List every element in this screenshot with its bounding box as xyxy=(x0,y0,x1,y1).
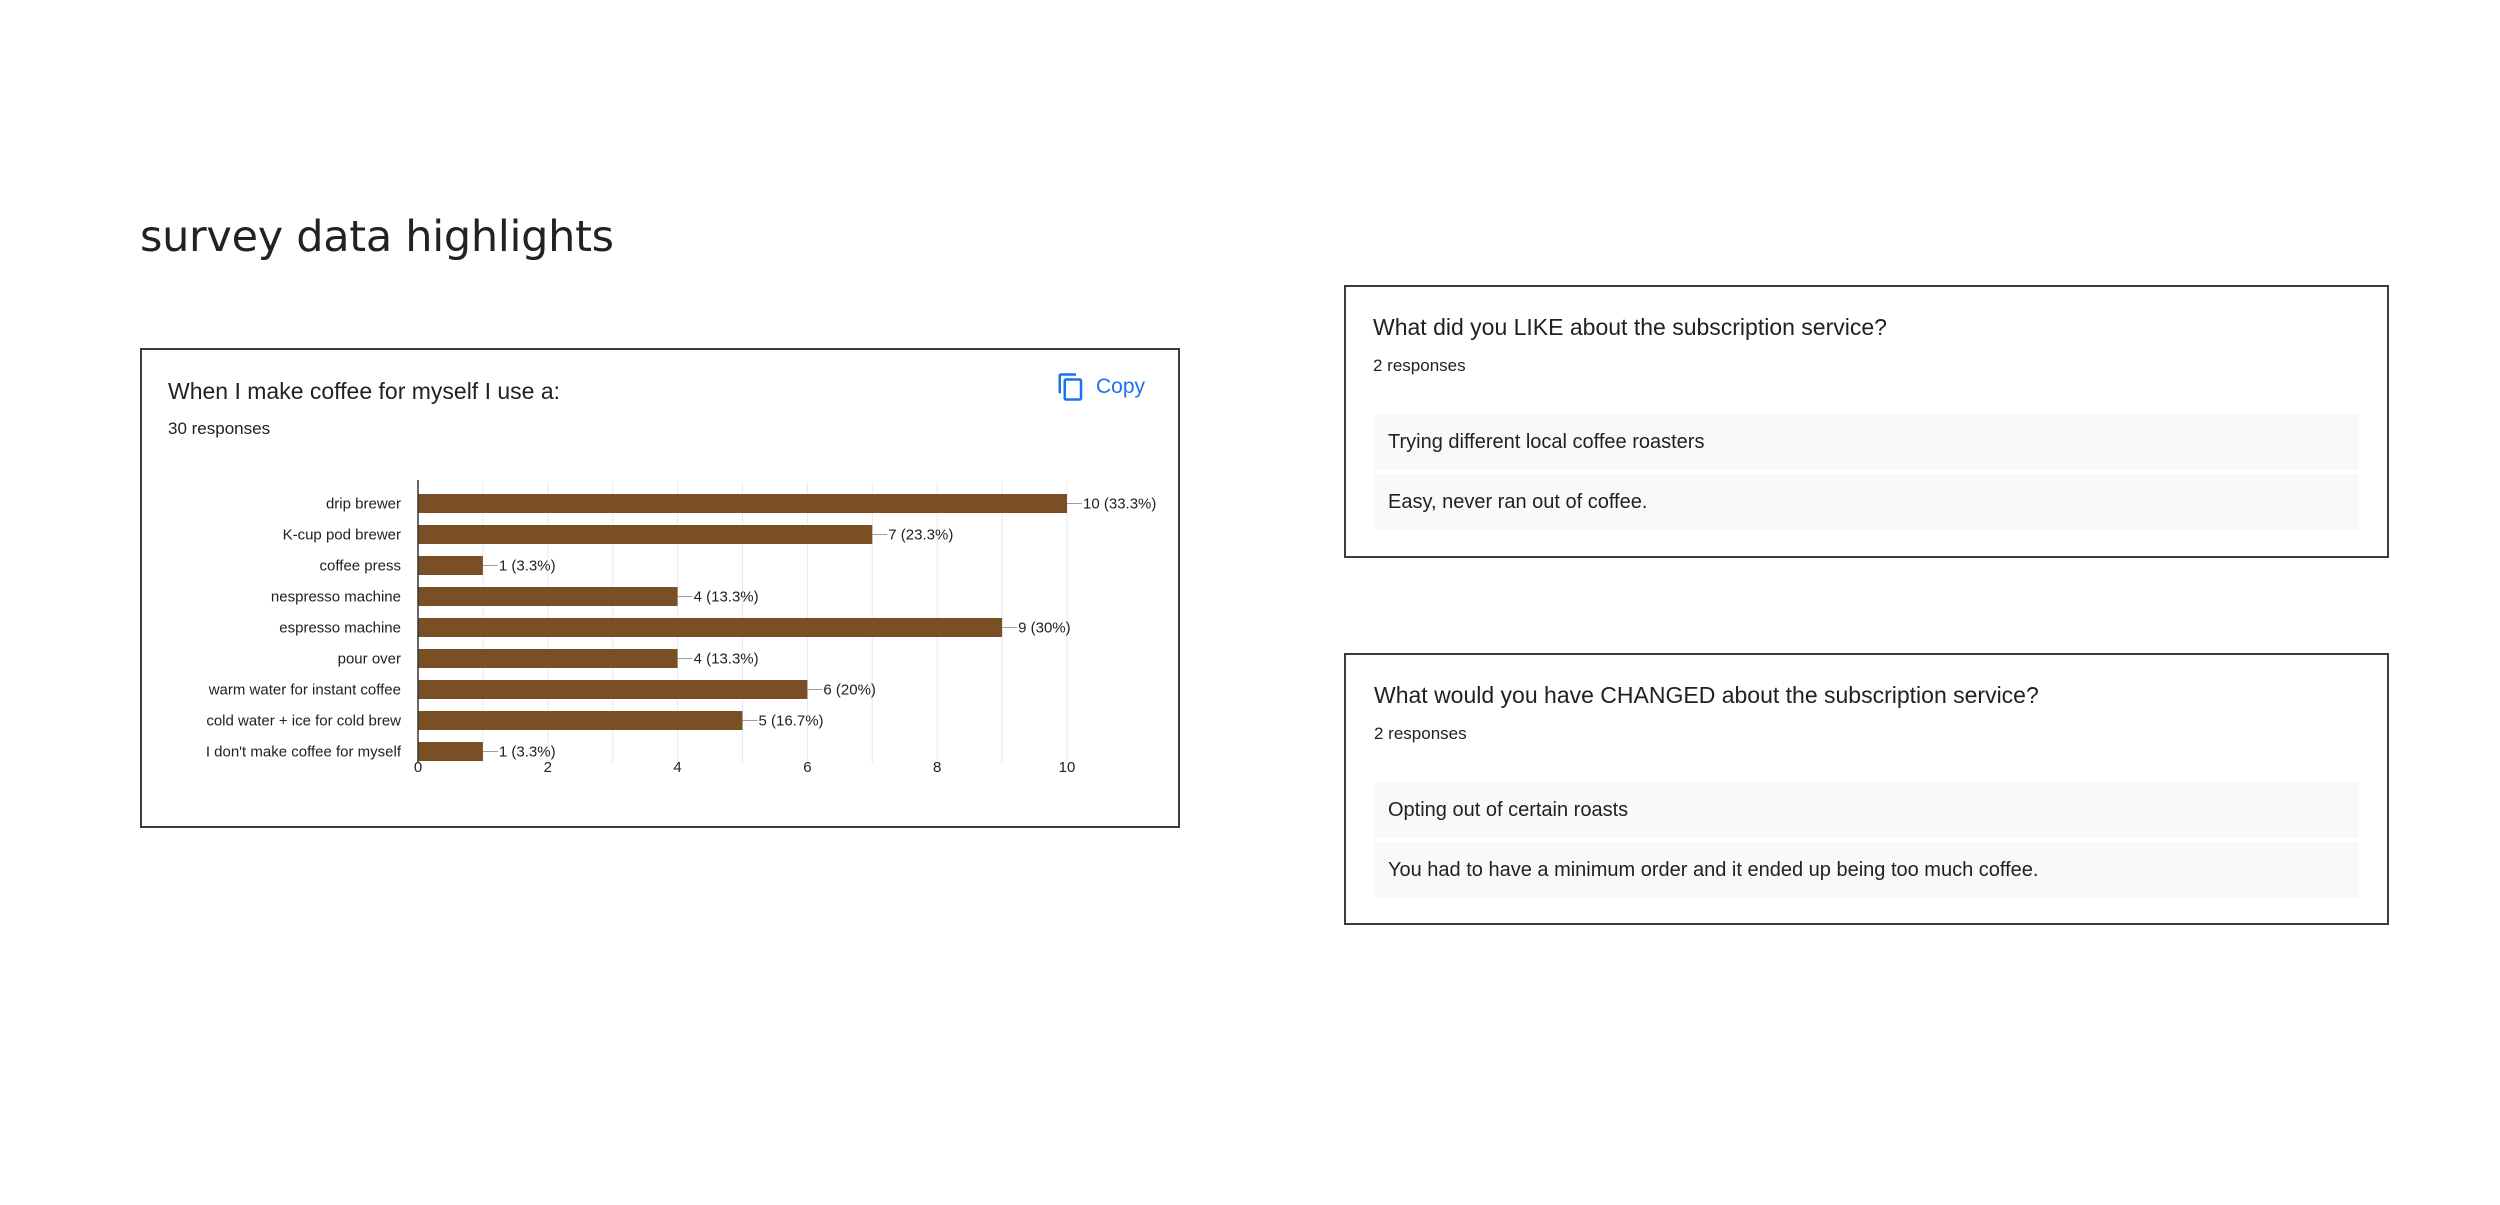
bar xyxy=(418,711,743,730)
data-label: 5 (16.7%) xyxy=(759,713,824,730)
category-label: coffee press xyxy=(320,558,401,575)
like-answer: Easy, never ran out of coffee. xyxy=(1374,474,2359,530)
category-label: warm water for instant coffee xyxy=(208,682,401,699)
changed-answer: Opting out of certain roasts xyxy=(1374,782,2359,838)
changed-question: What would you have CHANGED about the su… xyxy=(1374,682,2039,708)
bar xyxy=(418,494,1067,513)
chart-response-count: 30 responses xyxy=(168,419,271,438)
category-label: espresso machine xyxy=(279,620,401,637)
category-label: I don't make coffee for myself xyxy=(206,744,402,761)
x-tick-label: 6 xyxy=(803,759,811,776)
bar xyxy=(418,618,1003,637)
like-answer: Trying different local coffee roasters xyxy=(1374,414,2359,470)
data-label: 4 (13.3%) xyxy=(694,589,759,606)
chart-card: When I make coffee for myself I use a: 3… xyxy=(140,348,1180,828)
copy-button[interactable]: Copy xyxy=(1056,372,1145,402)
data-label: 1 (3.3%) xyxy=(499,558,556,575)
bar-chart: drip brewer 10 (33.3%) K-cup pod brewer 7 (… xyxy=(206,480,1156,776)
data-label: 1 (3.3%) xyxy=(499,744,556,761)
bar xyxy=(418,556,483,575)
copy-label: Copy xyxy=(1096,375,1146,398)
category-label: K-cup pod brewer xyxy=(283,527,401,544)
like-question: What did you LIKE about the subscription… xyxy=(1373,314,1887,340)
data-label: 4 (13.3%) xyxy=(694,651,759,668)
x-tick-label: 10 xyxy=(1059,759,1076,776)
copy-icon xyxy=(1058,373,1083,401)
changed-answer: You had to have a minimum order and it e… xyxy=(1374,842,2359,898)
x-tick-label: 8 xyxy=(933,759,941,776)
bar xyxy=(418,587,678,606)
bar xyxy=(418,742,483,761)
category-label: pour over xyxy=(338,651,401,668)
data-label: 10 (33.3%) xyxy=(1083,496,1156,513)
x-tick-label: 0 xyxy=(414,759,422,776)
data-label: 6 (20%) xyxy=(823,682,876,699)
bar xyxy=(418,525,873,544)
category-label: drip brewer xyxy=(326,496,401,513)
page-title: survey data highlights xyxy=(140,212,614,262)
data-label: 7 (23.3%) xyxy=(888,527,953,544)
category-label: cold water + ice for cold brew xyxy=(206,713,401,730)
bar xyxy=(418,649,678,668)
changed-card: What would you have CHANGED about the su… xyxy=(1344,653,2389,925)
x-tick-label: 2 xyxy=(544,759,552,776)
changed-response-count: 2 responses xyxy=(1374,724,1467,743)
like-response-count: 2 responses xyxy=(1373,356,1466,375)
category-label: nespresso machine xyxy=(271,589,401,606)
like-card: What did you LIKE about the subscription… xyxy=(1344,285,2389,558)
bar xyxy=(418,680,808,699)
chart-question: When I make coffee for myself I use a: xyxy=(168,378,561,404)
data-label: 9 (30%) xyxy=(1018,620,1071,637)
x-tick-label: 4 xyxy=(673,759,681,776)
